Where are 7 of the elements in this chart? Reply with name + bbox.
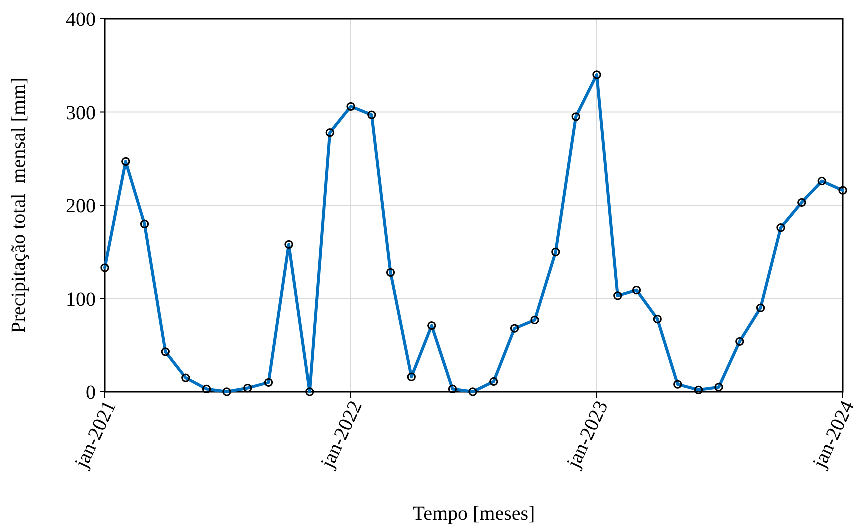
y-tick-label: 400: [66, 9, 96, 31]
y-tick-label: 300: [66, 102, 96, 124]
y-tick-label: 200: [66, 196, 96, 218]
y-tick-label: 0: [86, 382, 96, 404]
y-axis-title: Precipitação total mensal [mm]: [8, 78, 30, 334]
x-axis-title: Tempo [meses]: [412, 503, 536, 525]
y-tick-label: 100: [66, 288, 96, 311]
